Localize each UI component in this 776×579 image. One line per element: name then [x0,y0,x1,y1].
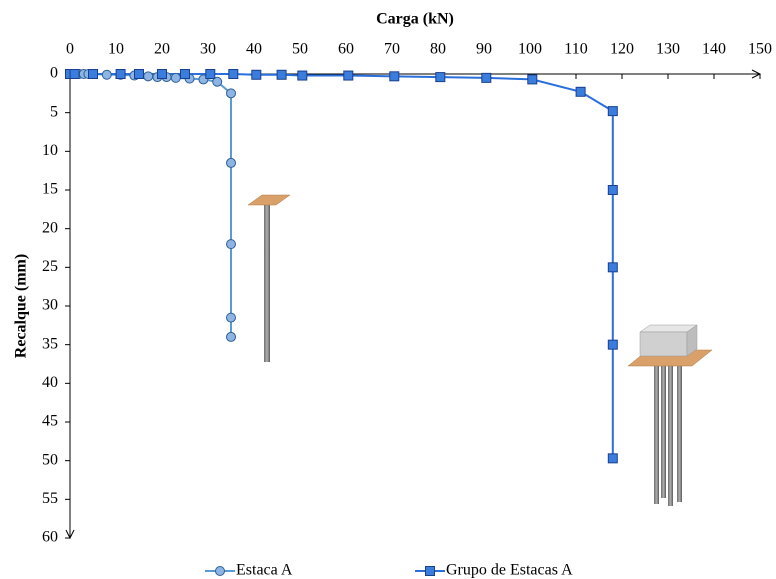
marker [226,88,236,99]
legend-marker [215,566,225,576]
x-axis-title: Carga (kN) [376,11,454,28]
legend-label: Estaca A [236,562,293,579]
y-tick-label: 55 [42,490,58,507]
y-tick-label: 50 [42,451,58,468]
x-tick-label: 50 [292,41,308,58]
marker [389,71,400,82]
y-tick-label: 20 [42,219,58,236]
y-tick-label: 0 [50,65,58,82]
marker [251,69,262,80]
pile-illustration [247,194,291,362]
x-tick-label: 90 [476,41,492,58]
marker [607,339,618,350]
marker [481,72,492,83]
y-tick-label: 60 [42,529,58,546]
marker [88,69,98,79]
marker [607,185,618,195]
legend-label: Grupo de Estacas A [446,562,573,579]
x-tick-label: 120 [610,41,634,58]
marker [276,69,287,80]
x-tick-label: 60 [338,41,354,58]
marker [226,157,236,168]
marker [69,69,80,79]
marker [170,72,181,83]
y-tick-label: 45 [42,413,58,430]
y-tick-label: 5 [50,103,58,120]
series-line [70,73,614,459]
legend-marker [425,566,435,576]
x-tick-label: 40 [246,41,262,58]
marker [157,69,167,79]
y-axis-title: Recalque (mm) [13,254,30,358]
x-tick-label: 10 [108,41,124,58]
y-tick-label: 10 [42,142,58,159]
x-tick-label: 80 [430,41,446,58]
marker [343,70,354,81]
y-tick-label: 25 [42,258,58,275]
x-tick-label: 130 [656,41,680,58]
marker [607,106,618,117]
series-line [70,73,232,337]
y-tick-label: 40 [42,374,58,391]
marker [607,453,618,464]
x-tick-label: 20 [154,41,170,58]
x-tick-label: 70 [384,41,400,58]
y-tick-label: 35 [42,335,58,352]
marker [435,72,446,83]
marker [134,69,144,79]
marker [115,69,126,79]
pile-group-illustration [627,324,713,506]
marker [228,69,239,79]
marker [527,74,538,85]
y-tick-label: 30 [42,297,58,314]
marker [226,331,236,342]
x-tick-label: 140 [702,41,726,58]
x-tick-label: 150 [748,41,772,58]
marker [226,312,236,323]
marker [297,70,308,81]
marker [143,71,154,82]
marker [226,239,236,250]
marker [575,86,586,97]
marker [607,262,618,273]
x-tick-label: 0 [66,41,74,58]
marker [180,69,190,79]
marker [101,69,112,80]
marker [205,69,216,79]
x-tick-label: 100 [518,41,542,58]
x-tick-label: 30 [200,41,216,58]
x-tick-label: 110 [564,41,587,58]
marker [212,76,223,87]
y-tick-label: 15 [42,181,58,198]
